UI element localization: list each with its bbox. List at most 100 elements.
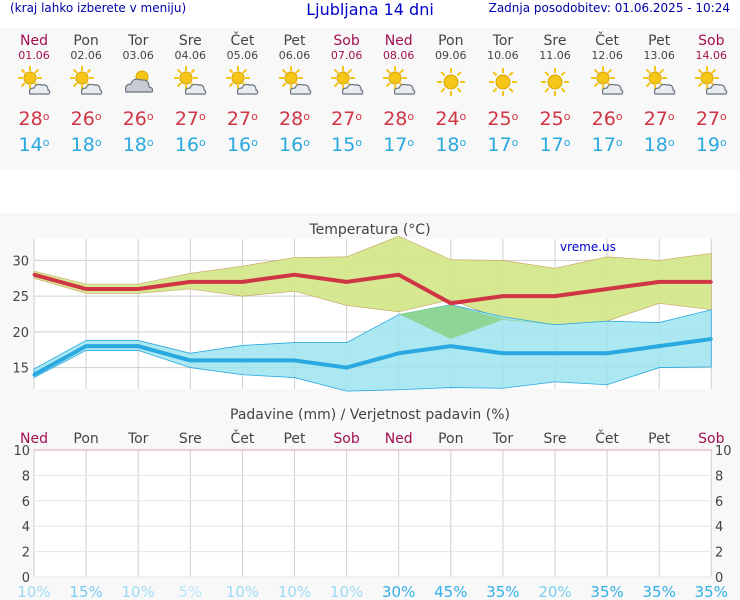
precipitation-probability: 10% <box>278 583 311 600</box>
day-date: 08.06 <box>382 49 415 62</box>
max-temperature-line-point <box>605 287 609 291</box>
max-temperature-value: 26 <box>70 108 95 130</box>
max-temperature: 28o <box>269 108 321 130</box>
min-temperature-value: 18 <box>435 134 460 156</box>
day-name: Sre <box>543 33 567 49</box>
day-label: Čet <box>595 429 619 447</box>
max-temperature: 25o <box>477 108 529 130</box>
day-label: Čet <box>230 429 254 447</box>
min-temperature: 18o <box>60 134 112 156</box>
y-tick-label: 30 <box>12 254 29 269</box>
max-temperature-value: 28 <box>18 108 43 130</box>
min-temperature-line-point <box>709 337 713 341</box>
degree-symbol: o <box>720 110 727 123</box>
y-tick-label-right: 8 <box>715 469 723 484</box>
degree-symbol: o <box>303 136 310 149</box>
day-label: Pon <box>438 431 463 447</box>
min-temperature: 18o <box>633 134 685 156</box>
day-column: Pet 13.06 27o 18o <box>633 34 685 156</box>
day-column: Pon 09.06 24o 18o <box>425 33 477 157</box>
max-temperature-value: 26 <box>591 108 616 130</box>
min-temperature-value: 18 <box>643 134 668 156</box>
min-temperature-value: 16 <box>226 134 252 156</box>
y-tick-label-right: 0 <box>715 571 723 586</box>
day-name: Čet <box>595 33 620 49</box>
y-tick-label: 20 <box>12 326 29 341</box>
min-temperature: 16o <box>269 134 321 156</box>
degree-symbol: o <box>615 110 623 123</box>
min-temperature-line-point <box>449 344 453 348</box>
sun-cloud-icon <box>641 66 677 98</box>
max-temperature: 27o <box>685 108 737 130</box>
day-label: Ned <box>385 431 413 447</box>
degree-symbol: o <box>459 136 467 149</box>
min-temperature-value: 16 <box>174 134 200 156</box>
max-temperature-value: 28 <box>279 108 304 130</box>
day-column: Čet 05.06 27o 16o <box>216 34 268 156</box>
degree-symbol: o <box>42 136 50 149</box>
min-temperature-line-point <box>136 344 140 348</box>
max-temperature-line-point <box>293 273 296 277</box>
day-name: Ned <box>384 33 413 49</box>
day-date: 03.06 <box>122 49 154 62</box>
sun-cloud-icon <box>172 66 208 98</box>
day-date: 07.06 <box>330 49 363 62</box>
sun-cloud-icon <box>68 66 104 98</box>
day-column: Sob 07.06 27o 15o <box>321 34 373 156</box>
max-temperature-value: 27 <box>695 108 721 130</box>
min-temperature: 19o <box>685 134 737 156</box>
day-date: 12.06 <box>591 49 623 62</box>
day-column: Pet 06.06 28o 16o <box>269 34 321 156</box>
max-temperature-line-point <box>553 294 557 298</box>
degree-symbol: o <box>407 110 415 123</box>
day-label: Pet <box>648 431 671 447</box>
degree-symbol: o <box>94 136 102 149</box>
degree-symbol: o <box>407 136 415 149</box>
min-temperature-line-point <box>345 366 349 370</box>
precipitation-probability: 30% <box>382 583 415 600</box>
degree-symbol: o <box>199 136 206 149</box>
max-temperature-value: 25 <box>539 108 564 130</box>
temperature-chart-title: Temperatura (°C) <box>308 222 430 238</box>
min-temperature: 17o <box>581 134 633 156</box>
precipitation-probability: 35% <box>486 583 519 600</box>
max-temperature-line-point <box>501 294 505 298</box>
precipitation-plot-area <box>34 450 712 577</box>
max-temperature: 26o <box>60 108 112 130</box>
degree-symbol: o <box>459 110 467 123</box>
min-temperature-value: 17 <box>487 134 512 156</box>
day-column: Tor 03.06 26o 18o <box>112 34 164 157</box>
min-temperature-line-point <box>32 373 36 377</box>
day-name: Pet <box>283 33 306 49</box>
min-temperature-line <box>33 337 712 377</box>
precipitation-chart-title: Padavine (mm) / Verjetnost padavin (%) <box>230 407 510 423</box>
y-tick-label-right: 4 <box>715 520 723 535</box>
sun-cloud-icon <box>381 66 417 98</box>
degree-symbol: o <box>720 136 727 149</box>
max-temperature-line <box>33 272 712 306</box>
page-title: Ljubljana 14 dni <box>306 0 434 19</box>
min-temperature-line-point <box>657 344 661 348</box>
y-tick-label-left: 8 <box>22 469 30 484</box>
location-hint[interactable]: (kraj lahko izberete v meniju) <box>10 1 187 15</box>
max-temperature: 27o <box>164 108 216 130</box>
min-temperature-value: 15 <box>331 134 356 156</box>
day-name: Pon <box>438 33 464 49</box>
day-name: Tor <box>492 33 514 49</box>
day-column: Pon 02.06 26o 18o <box>60 34 112 156</box>
max-temperature: 24o <box>425 108 477 130</box>
degree-symbol: o <box>563 136 571 149</box>
min-temperature-value: 19 <box>695 134 721 156</box>
min-temperature: 16o <box>164 134 216 156</box>
min-temperature: 15o <box>321 134 373 156</box>
day-label: Tor <box>127 431 149 447</box>
y-tick-label-left: 0 <box>22 571 30 586</box>
min-temperature-line-point <box>293 358 296 362</box>
sun-icon <box>485 66 521 98</box>
min-temperature: 18o <box>112 134 164 156</box>
day-label: Sob <box>698 431 724 447</box>
min-temperature: 14o <box>8 134 60 156</box>
day-label: Tor <box>492 431 514 447</box>
day-date: 05.06 <box>226 49 259 62</box>
max-temperature-line-point <box>240 280 244 284</box>
